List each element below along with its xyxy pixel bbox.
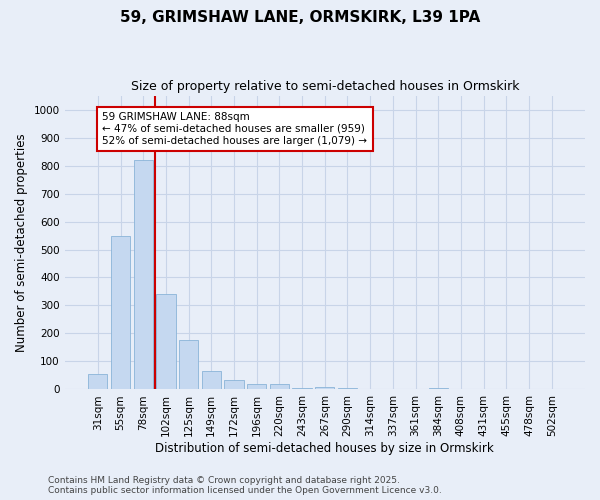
Bar — [428, 388, 448, 390]
Bar — [270, 384, 289, 390]
Bar — [111, 236, 130, 390]
Text: 59 GRIMSHAW LANE: 88sqm
← 47% of semi-detached houses are smaller (959)
52% of s: 59 GRIMSHAW LANE: 88sqm ← 47% of semi-de… — [103, 112, 367, 146]
Bar — [134, 160, 153, 390]
Bar — [315, 386, 334, 390]
Bar — [156, 294, 176, 390]
Title: Size of property relative to semi-detached houses in Ormskirk: Size of property relative to semi-detach… — [131, 80, 519, 93]
Bar — [179, 340, 198, 390]
X-axis label: Distribution of semi-detached houses by size in Ormskirk: Distribution of semi-detached houses by … — [155, 442, 494, 455]
Bar — [202, 372, 221, 390]
Y-axis label: Number of semi-detached properties: Number of semi-detached properties — [15, 133, 28, 352]
Bar — [247, 384, 266, 390]
Text: Contains HM Land Registry data © Crown copyright and database right 2025.
Contai: Contains HM Land Registry data © Crown c… — [48, 476, 442, 495]
Text: 59, GRIMSHAW LANE, ORMSKIRK, L39 1PA: 59, GRIMSHAW LANE, ORMSKIRK, L39 1PA — [120, 10, 480, 25]
Bar — [292, 388, 312, 390]
Bar — [88, 374, 107, 390]
Bar — [338, 388, 357, 390]
Bar — [224, 380, 244, 390]
